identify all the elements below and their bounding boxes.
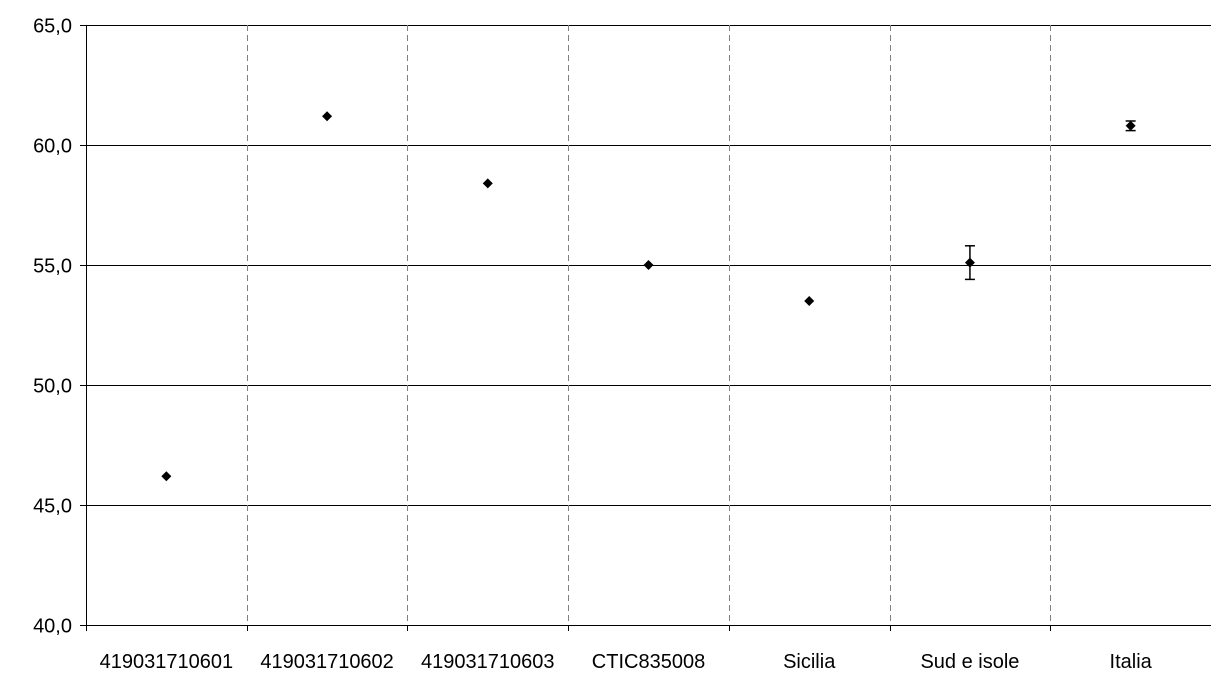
x-category-label: 419031710601 [100,651,233,673]
data-point-3 [482,178,493,189]
x-category-label: 419031710603 [421,651,554,673]
data-points [161,111,1136,482]
x-axis-category-labels: 419031710601 419031710602 419031710603 CTIC… [100,651,1153,673]
data-point-4 [643,260,654,270]
axes [80,25,1211,631]
x-category-label: Italia [1110,651,1153,673]
y-tick-label: 40,0 [33,616,72,638]
y-tick-label: 55,0 [33,256,72,278]
x-category-label: Sicilia [783,651,836,673]
y-tick-label: 65,0 [33,16,72,38]
data-point-2 [322,111,333,122]
data-point-5 [804,296,815,306]
y-axis-tick-labels: 40,0 45,0 50,0 55,0 60,0 65,0 [33,16,72,638]
y-tick-label: 50,0 [33,376,72,398]
vertical-gridlines [247,25,1051,625]
data-point-1 [161,471,172,482]
x-category-label: Sud e isole [920,651,1019,673]
y-tick-label: 45,0 [33,496,72,518]
y-tick-label: 60,0 [33,136,72,158]
x-category-label: CTIC835008 [592,651,705,673]
data-point-7 [1125,120,1136,131]
data-point-6 [964,257,975,268]
x-category-label: 419031710602 [260,651,393,673]
